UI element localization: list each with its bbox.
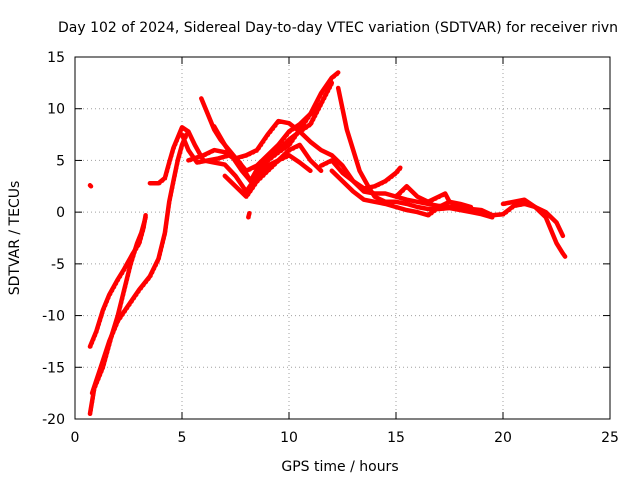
- y-tick-label: -15: [42, 360, 65, 376]
- sdtvar-trace: [89, 132, 189, 396]
- tick-labels: 0 5 10 15 20 25 -20 -15 -10 -5 0 5 10 15: [42, 50, 619, 446]
- y-tick-label: 15: [47, 50, 65, 66]
- x-tick-label: 10: [280, 430, 298, 446]
- x-tick-label: 15: [387, 430, 405, 446]
- y-tick-label: 0: [56, 205, 65, 221]
- sdtvar-trace-markers: [91, 186, 93, 189]
- y-tick-label: 5: [56, 153, 65, 169]
- plot-frame: [74, 56, 611, 420]
- y-tick-label: -10: [42, 309, 65, 325]
- sdtvar-trace: [186, 118, 566, 239]
- sdtvar-trace-markers: [332, 171, 473, 218]
- sdtvar-trace: [500, 197, 568, 259]
- sdtvar-trace-markers: [322, 161, 403, 191]
- x-tick-label: 0: [71, 430, 80, 446]
- sdtvar-trace: [87, 212, 148, 349]
- sdtvar-trace: [179, 80, 335, 184]
- sdtvar-trace-markers: [93, 135, 189, 395]
- x-axis-label: GPS time / hours: [281, 459, 398, 475]
- y-axis-label: SDTVAR / TECUs: [7, 181, 23, 296]
- sdtvar-trace-markers: [183, 84, 334, 184]
- sdtvar-trace-markers: [504, 200, 568, 259]
- y-tick-label: 10: [47, 102, 65, 118]
- y-tick-label: -5: [51, 257, 65, 273]
- sdtvar-trace: [87, 183, 94, 189]
- sdtvar-trace-markers: [397, 187, 462, 209]
- sdtvar-trace: [246, 210, 252, 220]
- sdtvar-trace-markers: [339, 89, 494, 220]
- x-tick-label: 25: [601, 430, 619, 446]
- y-tick-label: -20: [42, 412, 65, 428]
- chart-title: Day 102 of 2024, Sidereal Day-to-day VTE…: [58, 20, 618, 36]
- sdtvar-trace-markers: [189, 122, 565, 238]
- x-tick-label: 20: [494, 430, 512, 446]
- data-traces: [87, 70, 568, 417]
- sdtvar-trace: [335, 85, 495, 220]
- sdtvar-trace-markers: [91, 218, 148, 416]
- sdtvar-trace: [393, 184, 463, 210]
- axis-ticks: [74, 56, 611, 420]
- grid-lines: [75, 57, 610, 419]
- sdtvar-trace-markers: [249, 214, 252, 219]
- x-tick-label: 5: [178, 430, 187, 446]
